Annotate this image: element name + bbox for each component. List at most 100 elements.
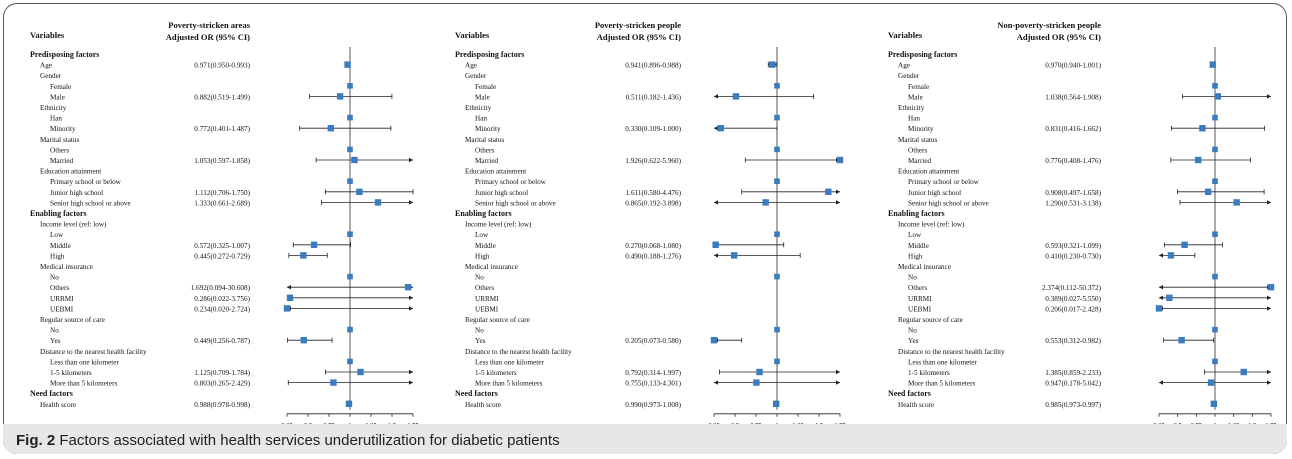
or-ci-value: 1.611(0.580-4.476) bbox=[626, 189, 682, 197]
or-ci-value: 0.985(0.973-0.997) bbox=[1045, 401, 1101, 409]
forest-panel-2: Variables Poverty-stricken people Adjusted… bbox=[455, 20, 846, 429]
or-point bbox=[1167, 252, 1175, 259]
reference-marker bbox=[1212, 273, 1218, 280]
or-point bbox=[357, 368, 364, 376]
variable-label: Education attainment bbox=[898, 168, 959, 176]
variables-header: Variables bbox=[888, 30, 923, 40]
or-ci-value: 0.882(0.519-1.499) bbox=[194, 93, 250, 101]
reference-marker bbox=[347, 326, 353, 333]
category-label: Others bbox=[475, 146, 494, 154]
category-label: Female bbox=[50, 83, 71, 91]
variable-label: Regular source of care bbox=[40, 316, 105, 324]
reference-marker bbox=[1212, 231, 1218, 237]
variable-label: Age bbox=[898, 62, 910, 70]
ci-arrow-left bbox=[714, 200, 718, 205]
or-ci-value: 1.053(0.597-1.858) bbox=[194, 157, 250, 165]
category-label: UEBMI bbox=[50, 305, 74, 313]
or-point bbox=[1214, 93, 1222, 100]
or-ci-value: 0.270(0.068-1.080) bbox=[625, 242, 681, 250]
or-point bbox=[310, 241, 318, 248]
category-label: Han bbox=[908, 115, 920, 123]
variable-label: Health score bbox=[465, 401, 501, 409]
or-ci-value: 1.692(0.094-30.608) bbox=[191, 284, 251, 292]
ci-arrow-left bbox=[714, 94, 718, 99]
or-ci-value: 0.772(0.401-1.487) bbox=[194, 125, 250, 133]
category-label: No bbox=[50, 327, 59, 335]
or-point bbox=[710, 337, 718, 344]
section-header: Predisposing factors bbox=[455, 50, 524, 59]
ci-arrow-left bbox=[714, 126, 718, 131]
or-ci-value: 0.803(0.265-2.429) bbox=[194, 380, 250, 388]
ci-arrow-right bbox=[409, 306, 413, 311]
variable-label: Gender bbox=[465, 72, 487, 80]
or-point bbox=[1199, 125, 1206, 132]
category-label: High bbox=[50, 252, 65, 260]
reference-marker bbox=[347, 273, 353, 280]
figure-caption-label: Fig. 2 bbox=[16, 432, 56, 449]
variable-label: Marital status bbox=[465, 136, 505, 144]
section-header: Predisposing factors bbox=[30, 50, 99, 59]
ci-arrow-left bbox=[287, 285, 291, 290]
category-label: 1-5 kilometers bbox=[50, 369, 92, 377]
or-ci-value: 0.831(0.416-1.662) bbox=[1045, 125, 1101, 133]
variable-label: Education attainment bbox=[465, 168, 526, 176]
or-point bbox=[836, 156, 844, 164]
or-ci-value: 0.776(0.408-1.476) bbox=[1045, 157, 1101, 165]
variable-label: Marital status bbox=[898, 136, 938, 144]
or-ci-value: 0.941(0.896-0.988) bbox=[625, 62, 681, 70]
variable-label: Income level (ref: low) bbox=[40, 221, 107, 229]
or-ci-value: 0.990(0.973-1.008) bbox=[625, 401, 681, 409]
category-label: Yes bbox=[50, 337, 61, 345]
category-label: Low bbox=[50, 231, 64, 239]
or-ci-value: 0.286(0.022-3.756) bbox=[194, 295, 250, 303]
reference-marker bbox=[347, 178, 353, 184]
ci-arrow-right bbox=[1267, 369, 1271, 375]
or-point bbox=[732, 93, 740, 100]
reference-marker bbox=[347, 358, 353, 365]
ci-arrow-right bbox=[409, 157, 413, 163]
or-ci-value: 0.330(0.109-1.000) bbox=[625, 125, 681, 133]
category-label: Low bbox=[475, 231, 489, 239]
reference-marker bbox=[1212, 358, 1218, 365]
category-label: 1-5 kilometers bbox=[475, 369, 517, 377]
or-ci-value: 1.385(0.859-2.233) bbox=[1045, 369, 1101, 377]
or-ci-header: Adjusted OR (95% CI) bbox=[166, 32, 250, 42]
category-label: Yes bbox=[908, 337, 919, 345]
or-point bbox=[1209, 61, 1216, 68]
category-label: UEBMI bbox=[475, 305, 499, 313]
reference-marker bbox=[1212, 326, 1218, 333]
section-header: Need factors bbox=[455, 389, 498, 398]
or-ci-value: 0.205(0.073-0.580) bbox=[625, 337, 681, 345]
or-point bbox=[772, 400, 780, 407]
category-label: Minority bbox=[50, 125, 76, 133]
or-ci-value: 0.449(0.256-0.787) bbox=[194, 337, 250, 345]
forest-panel-1: Variables Poverty-stricken areas Adjusted … bbox=[30, 20, 419, 429]
category-label: More than 5 kilometers bbox=[908, 380, 975, 388]
or-ci-value: 2.374(0.112-50.372) bbox=[1042, 284, 1102, 292]
category-label: Others bbox=[908, 146, 927, 154]
reference-marker bbox=[774, 114, 780, 121]
ci-arrow-right bbox=[1267, 306, 1271, 311]
or-ci-value: 0.865(0.192-3.898) bbox=[625, 199, 681, 207]
or-ci-value: 0.234(0.020-2.724) bbox=[194, 305, 250, 313]
variable-label: Distance to the nearest health facility bbox=[40, 348, 147, 356]
category-label: High bbox=[475, 252, 490, 260]
ci-arrow-right bbox=[836, 200, 840, 205]
or-ci-value: 0.490(0.188-1.276) bbox=[625, 252, 681, 260]
ci-arrow-right bbox=[409, 200, 413, 205]
category-label: 1-5 kilometers bbox=[908, 369, 950, 377]
or-point bbox=[1178, 337, 1185, 344]
variable-label: Medical insurance bbox=[465, 263, 518, 271]
section-header: Enabling factors bbox=[455, 209, 512, 218]
category-label: Senior high school or above bbox=[50, 199, 131, 207]
or-point bbox=[717, 125, 724, 132]
category-label: No bbox=[475, 327, 484, 335]
reference-marker bbox=[1212, 178, 1218, 184]
variable-label: Income level (ref: low) bbox=[898, 221, 965, 229]
category-label: Senior high school or above bbox=[908, 199, 989, 207]
ci-arrow-left bbox=[714, 253, 718, 258]
or-ci-value: 0.572(0.325-1.007) bbox=[194, 242, 250, 250]
variable-label: Distance to the nearest health facility bbox=[898, 348, 1005, 356]
or-ci-header: Adjusted OR (95% CI) bbox=[597, 32, 681, 42]
or-point bbox=[1155, 305, 1163, 312]
